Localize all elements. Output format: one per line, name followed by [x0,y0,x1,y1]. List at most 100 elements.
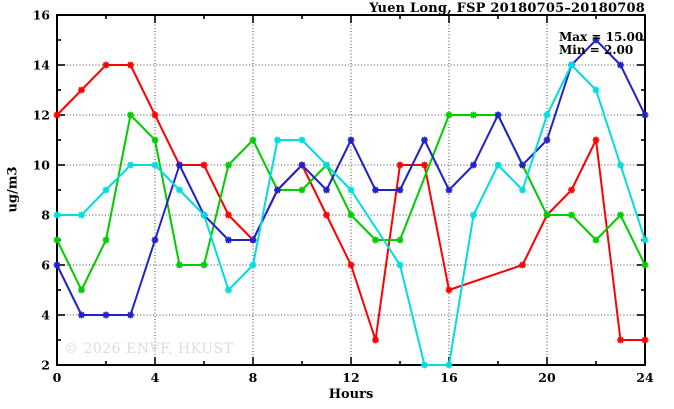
data-point-20180708 [78,211,85,219]
data-point-20180707 [78,311,85,319]
data-point-20180707 [225,236,232,244]
data-point-20180707 [347,136,355,144]
data-point-20180708 [519,186,526,194]
data-point-20180705 [347,261,355,269]
maxmin-annotation: Max = 15.00 Min = 2.00 [559,31,643,57]
data-point-20180707 [298,161,306,169]
data-point-20180708 [347,186,355,194]
data-point-20180707 [592,36,600,44]
data-point-20180706 [641,261,649,269]
data-point-20180707 [617,61,624,69]
y-tick-label: 12 [33,108,50,123]
data-point-20180707 [421,136,428,144]
y-tick-label: 14 [33,58,51,73]
data-point-20180707 [249,236,257,244]
y-axis-label: ug/m3 [5,166,21,213]
data-point-20180705 [568,186,575,194]
data-point-20180706 [151,136,159,144]
data-point-20180706 [592,236,600,244]
data-point-20180708 [176,186,183,194]
data-point-20180707 [543,136,551,144]
data-point-20180707 [494,111,502,119]
data-point-20180707 [274,186,281,194]
x-axis-label: Hours [328,387,374,402]
series-line-20180705 [56,64,645,341]
data-point-20180706 [225,161,232,169]
x-tick-label: 24 [636,370,654,385]
x-tick-label: 8 [249,370,258,385]
data-point-20180708 [298,136,306,144]
data-point-20180705 [641,336,649,344]
data-point-20180707 [445,186,453,194]
data-point-20180708 [225,286,232,294]
data-point-20180706 [298,186,306,194]
data-point-20180706 [176,261,183,269]
y-tick-label: 2 [41,358,50,373]
data-point-20180708 [641,236,649,244]
data-point-20180705 [102,61,110,69]
data-point-20180705 [53,111,61,119]
chart-title: Yuen Long, FSP 20180705–20180708 [369,1,645,16]
data-point-20180707 [519,161,526,169]
data-point-20180707 [53,261,61,269]
data-point-20180707 [396,186,404,194]
data-point-20180706 [372,236,379,244]
data-point-20180707 [323,186,330,194]
data-point-20180708 [151,161,159,169]
data-point-20180708 [421,361,428,369]
data-point-20180705 [421,161,428,169]
data-point-20180707 [641,111,649,119]
x-tick-label: 12 [342,370,359,385]
data-point-20180706 [617,211,624,219]
data-point-20180706 [102,236,110,244]
x-tick-label: 4 [151,370,160,385]
y-tick-label: 8 [41,208,50,223]
x-tick-label: 16 [440,370,458,385]
data-point-20180707 [151,236,159,244]
data-point-20180708 [470,211,477,219]
data-point-20180705 [200,161,208,169]
data-point-20180707 [372,186,379,194]
data-point-20180707 [176,161,183,169]
max-value-label: Max = 15.00 [559,30,644,44]
data-point-20180707 [127,311,134,319]
min-value-label: Min = 2.00 [559,43,634,57]
data-point-20180708 [396,261,404,269]
data-point-20180706 [568,211,575,219]
data-point-20180707 [470,161,477,169]
x-tick-label: 20 [538,370,556,385]
data-point-20180708 [617,161,624,169]
data-point-20180706 [445,111,453,119]
y-tick-label: 4 [41,308,50,323]
data-point-20180706 [78,286,85,294]
series-line-20180708 [57,64,646,366]
x-tick-label: 0 [53,370,62,385]
data-point-20180706 [127,111,134,119]
data-point-20180706 [249,136,257,144]
data-point-20180706 [347,211,355,219]
data-point-20180708 [249,261,257,269]
y-tick-label: 16 [33,8,51,23]
data-point-20180708 [543,111,551,119]
data-point-20180708 [592,86,600,94]
data-point-20180705 [127,61,134,69]
data-point-20180705 [78,86,85,94]
data-point-20180705 [323,211,330,219]
data-point-20180706 [543,211,551,219]
data-point-20180708 [323,161,330,169]
data-point-20180708 [200,211,208,219]
series-line-20180706 [56,114,646,291]
data-point-20180708 [274,136,281,144]
data-point-20180708 [568,61,575,69]
data-point-20180706 [396,236,404,244]
watermark: © 2026 ENVF, HKUST [64,341,234,357]
data-point-20180708 [445,361,453,369]
data-point-20180705 [372,336,379,344]
series-line-20180707 [56,39,646,316]
data-point-20180705 [151,111,159,119]
data-point-20180707 [102,311,110,319]
data-point-20180705 [396,161,404,169]
data-point-20180708 [102,186,110,194]
data-point-20180705 [225,211,232,219]
